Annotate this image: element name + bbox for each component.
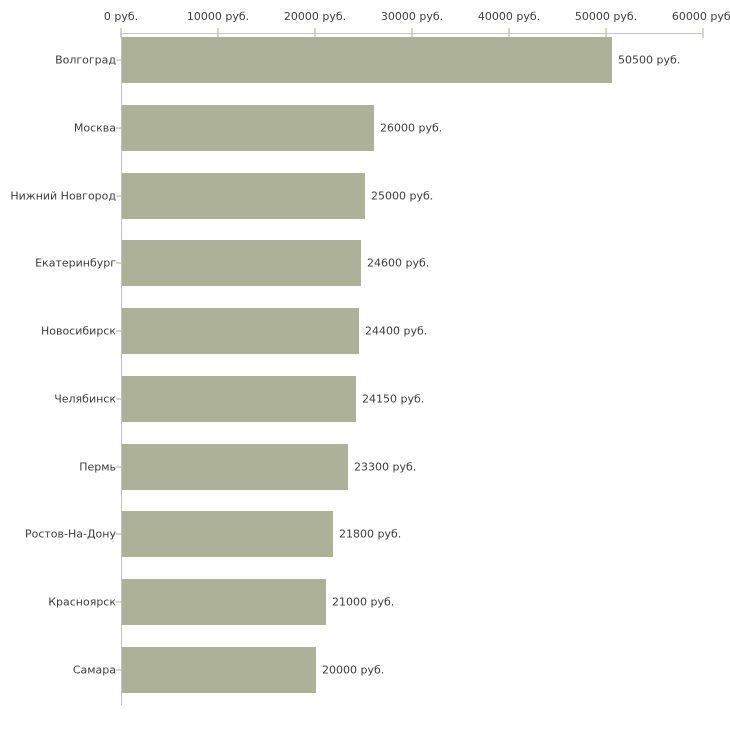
x-tick-label: 50000 руб. — [574, 10, 638, 23]
row-tick-mark — [116, 127, 121, 129]
row-tick-mark — [116, 59, 121, 62]
x-tick-label: 10000 руб. — [186, 10, 250, 23]
row-tick-mark — [116, 194, 121, 197]
row-tick-mark — [116, 533, 121, 536]
value-label: 26000 руб. — [380, 121, 443, 135]
value-label: 23300 руб. — [354, 460, 417, 473]
x-tick-label: 20000 руб. — [283, 10, 347, 23]
x-tick-label: 30000 руб. — [380, 10, 444, 23]
x-axis-line — [121, 33, 703, 34]
category-label: Пермь — [79, 460, 116, 473]
value-label: 21000 руб. — [332, 595, 395, 609]
bar — [122, 511, 333, 558]
value-label: 50500 руб. — [618, 53, 681, 67]
category-label: Ростов-На-Дону — [24, 527, 116, 541]
bar — [122, 443, 348, 490]
row-tick-mark — [116, 397, 121, 400]
category-label: Москва — [73, 121, 116, 135]
category-label: Волгоград — [55, 53, 116, 67]
row-tick-mark — [116, 668, 121, 671]
value-label: 21800 руб. — [339, 527, 402, 541]
row-tick-mark — [116, 465, 121, 468]
row-tick-mark — [116, 600, 121, 603]
bar — [122, 240, 361, 287]
bar — [122, 375, 356, 422]
y-axis-line — [121, 33, 122, 705]
category-label: Новосибирск — [40, 324, 116, 338]
row-tick-mark — [116, 330, 121, 333]
value-label: 24600 руб. — [367, 256, 430, 270]
x-tick-mark — [702, 28, 704, 38]
category-label: Екатеринбург — [35, 256, 116, 270]
value-label: 25000 руб. — [371, 189, 434, 203]
category-label: Челябинск — [54, 392, 116, 406]
bar — [122, 105, 374, 151]
x-tick-label: 40000 руб. — [477, 10, 541, 23]
category-label: Самара — [72, 663, 116, 677]
value-label: 20000 руб. — [322, 663, 385, 677]
value-label: 24400 руб. — [365, 324, 428, 338]
category-label: Красноярск — [48, 595, 116, 609]
bar — [122, 172, 365, 219]
row-tick-mark — [116, 262, 121, 265]
bar — [122, 37, 612, 84]
category-label: Нижний Новгород — [10, 189, 116, 203]
value-label: 24150 руб. — [362, 392, 425, 406]
bar — [122, 578, 326, 625]
bar — [122, 308, 359, 355]
x-tick-label: 60000 руб. — [671, 10, 730, 23]
x-tick-label: 0 руб. — [103, 10, 139, 23]
bar — [122, 646, 316, 693]
